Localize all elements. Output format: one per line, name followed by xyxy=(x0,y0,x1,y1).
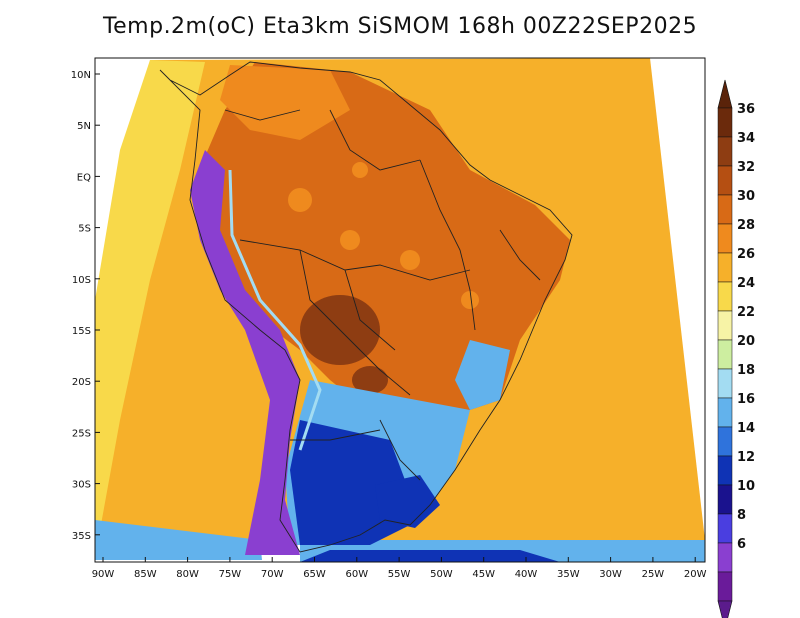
coastlines xyxy=(159,61,573,553)
lon-tick-label: 90W xyxy=(92,569,115,580)
longitude-axis: 90W 85W 80W 75W 70W 65W 60W 55W 50W 45W 40W 35W 30W 2… xyxy=(92,557,707,580)
colorbar-swatch xyxy=(717,455,733,486)
colorbar-label: 32 xyxy=(737,160,755,175)
colorbar-top-arrow xyxy=(717,79,733,109)
temperature-field xyxy=(95,58,705,562)
latitude-axis: 10N 5N EQ 5S 10S 15S 20S 25S 30S 35S xyxy=(71,70,100,542)
uruguay-cold xyxy=(375,475,440,528)
andes-ridge xyxy=(228,169,322,451)
north-coast xyxy=(220,65,350,140)
lon-tick-label: 60W xyxy=(345,569,368,580)
colorbar-swatch xyxy=(717,107,733,138)
colorbar-label: 20 xyxy=(737,334,755,349)
lat-tick-label: EQ xyxy=(77,172,91,183)
colorbar-swatch xyxy=(717,542,733,573)
lon-tick-label: 20W xyxy=(684,569,707,580)
colorbar-swatch xyxy=(717,165,733,196)
colorbar-swatch xyxy=(717,571,733,602)
colorbar-swatch xyxy=(717,194,733,225)
plot-border xyxy=(94,57,706,563)
colorbar-swatch xyxy=(717,397,733,428)
colorbar-label: 26 xyxy=(737,247,755,262)
lat-tick-label: 5S xyxy=(78,224,91,235)
colorbar-label: 6 xyxy=(737,537,746,552)
lon-tick-label: 30W xyxy=(599,569,622,580)
hot-spot xyxy=(340,230,360,250)
lon-tick-label: 40W xyxy=(515,569,538,580)
lon-tick-label: 80W xyxy=(176,569,199,580)
colorbar-label: 36 xyxy=(737,102,755,117)
colorbar-swatch xyxy=(717,426,733,457)
lat-tick-label: 10S xyxy=(72,275,91,286)
colorbar-bottom-arrow xyxy=(717,600,733,618)
lat-tick-label: 35S xyxy=(72,531,91,542)
colorbar-label: 28 xyxy=(737,218,755,233)
colorbar-swatch xyxy=(717,252,733,283)
colorbar-swatch xyxy=(717,136,733,167)
lon-tick-label: 45W xyxy=(472,569,495,580)
andes-cold xyxy=(190,150,300,555)
pacific-south-cold xyxy=(95,520,262,560)
colorbar-label: 34 xyxy=(737,131,755,146)
lon-tick-label: 75W xyxy=(219,569,242,580)
lon-tick-label: 85W xyxy=(134,569,157,580)
colorbar-label: 10 xyxy=(737,479,755,494)
colorbar-swatch xyxy=(717,281,733,312)
map-title: Temp.2m(oC) Eta3km SiSMOM 168h 00Z22SEP2… xyxy=(102,14,698,39)
lon-tick-label: 50W xyxy=(430,569,453,580)
lon-tick-label: 55W xyxy=(388,569,411,580)
colorbar-swatch xyxy=(717,484,733,515)
colorbar: 36 34 32 30 28 26 24 22 20 18 16 14 12 10 8 6 xyxy=(717,79,755,618)
continent-hot xyxy=(195,62,570,430)
colorbar-swatch xyxy=(717,368,733,399)
hot-spot xyxy=(400,250,420,270)
colorbar-label: 18 xyxy=(737,363,755,378)
atlantic-south-cool xyxy=(300,550,560,562)
hot-spot xyxy=(288,188,312,212)
lon-tick-label: 65W xyxy=(303,569,326,580)
colorbar-label: 8 xyxy=(737,508,746,523)
colorbar-swatch xyxy=(717,513,733,544)
colorbar-swatch xyxy=(717,310,733,341)
pantanal-core xyxy=(352,366,388,394)
lat-tick-label: 5N xyxy=(77,121,91,132)
colorbar-label: 22 xyxy=(737,305,755,320)
colorbar-swatch xyxy=(717,339,733,370)
lat-tick-label: 15S xyxy=(72,326,91,337)
colorbar-label: 16 xyxy=(737,392,755,407)
lat-tick-label: 10N xyxy=(71,70,91,81)
hot-spot xyxy=(461,291,479,309)
colorbar-swatch xyxy=(717,223,733,254)
colorbar-label: 24 xyxy=(737,276,755,291)
hot-spot xyxy=(352,162,368,178)
lon-tick-label: 35W xyxy=(557,569,580,580)
lon-tick-label: 70W xyxy=(261,569,284,580)
pacific-cool-band xyxy=(95,60,205,540)
colorbar-label: 14 xyxy=(737,421,755,436)
lat-tick-label: 20S xyxy=(72,377,91,388)
highland-mild xyxy=(455,340,510,410)
colorbar-label: 12 xyxy=(737,450,755,465)
colorbar-label: 30 xyxy=(737,189,755,204)
lat-tick-label: 30S xyxy=(72,480,91,491)
lat-tick-label: 25S xyxy=(72,428,91,439)
lon-tick-label: 25W xyxy=(642,569,665,580)
